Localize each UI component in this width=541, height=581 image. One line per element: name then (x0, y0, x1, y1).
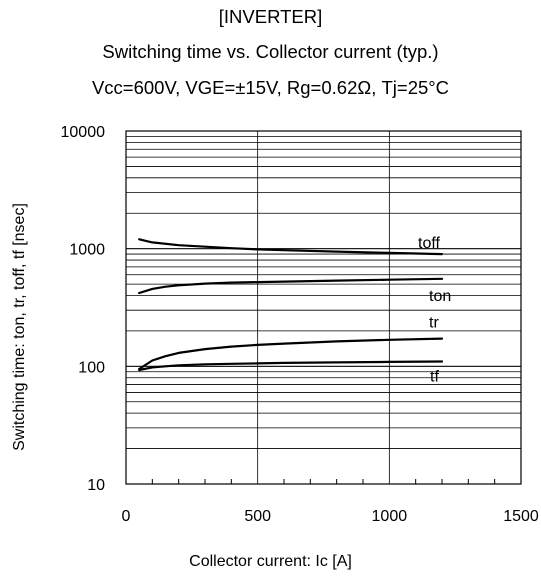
y-axis-label: Switching time: ton, tr, toff, tf [nsec] (11, 203, 28, 451)
x-tick-labels: 0 500 1000 1500 (122, 508, 539, 525)
series-lines (138, 238, 444, 372)
y-tick-labels: 10 100 1000 10000 (61, 124, 106, 494)
chart-title: [INVERTER] (218, 6, 323, 27)
series-line-tf (138, 360, 444, 372)
x-tick-label: 1000 (372, 508, 408, 525)
x-tick-label: 0 (122, 508, 131, 525)
series-line-tr (138, 337, 444, 371)
series-label-ton: ton (429, 288, 451, 305)
grid-lines (126, 131, 521, 484)
x-tick-label: 1500 (503, 508, 539, 525)
y-tick-label: 1000 (69, 242, 105, 259)
series-label-tr: tr (429, 315, 439, 332)
axes-frame (125, 130, 522, 485)
series-label-tf: tf (430, 368, 439, 385)
chart-conditions: Vcc=600V, VGE=±15V, Rg=0.62Ω, Tj=25°C (91, 77, 450, 98)
series-line-ton (138, 277, 444, 295)
y-tick-label: 10000 (61, 124, 106, 141)
plot-frame (125, 130, 522, 485)
series-label-toff: toff (418, 235, 441, 252)
y-tick-label: 100 (78, 359, 105, 376)
y-tick-label: 10 (87, 477, 105, 494)
x-tick-label: 500 (244, 508, 271, 525)
chart-subtitle: Switching time vs. Collector current (ty… (102, 41, 439, 62)
x-axis-label: Collector current: Ic [A] (189, 553, 352, 570)
series-line-toff (138, 238, 444, 256)
series-labels: toff ton tr tf (418, 235, 451, 385)
